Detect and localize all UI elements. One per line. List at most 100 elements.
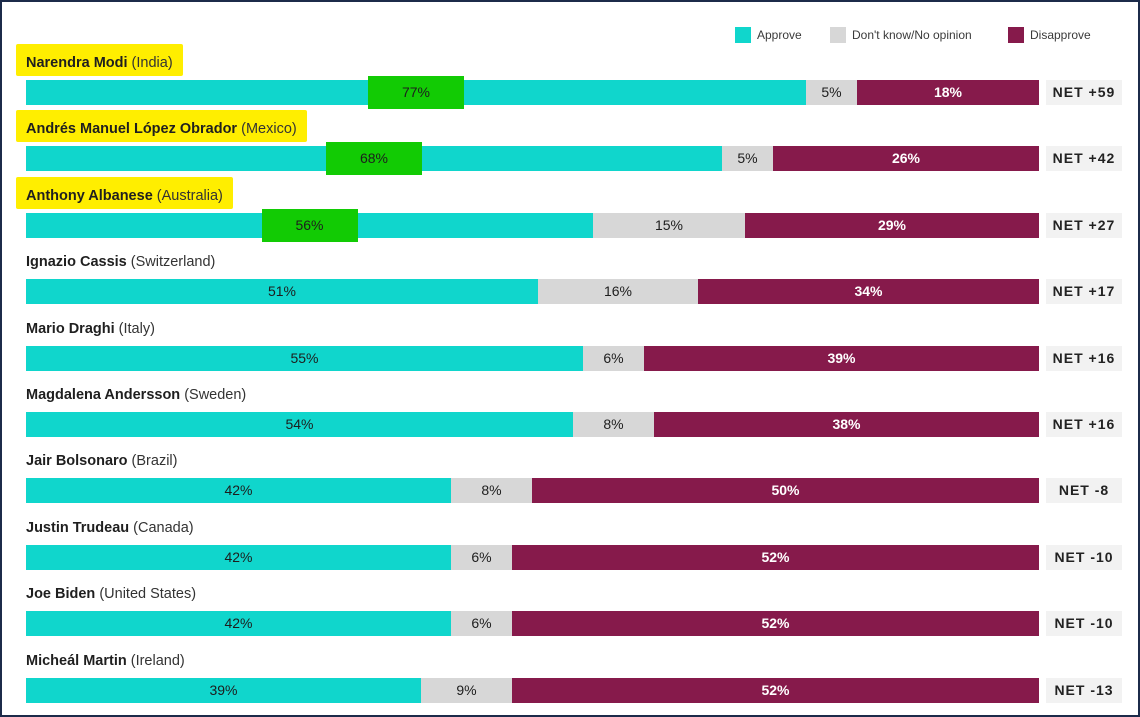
bar-label-disapprove: 18% [933,84,963,100]
leader-country: (Ireland) [126,652,185,669]
bar-segment-disapprove [654,412,1039,437]
bar-label-dont-know: 8% [481,482,502,499]
leader-label: Andrés Manuel López Obrador (Mexico) [26,119,297,139]
bar-segment-dont-know [593,212,745,238]
stacked-bar: 42% 8% 50% [26,478,1039,504]
bar-label-approve: 42% [224,548,253,565]
bar-label-disapprove: 50% [771,482,800,499]
bar-segment-approve [26,544,451,570]
leader-label: Magdalena Andersson (Sweden) [26,385,246,405]
bar-label-disapprove: 52% [761,548,790,565]
bar-label-disapprove: 38% [832,416,861,432]
leader-label: Micheál Martin (Ireland) [26,651,185,671]
bar-label-disapprove: 34% [854,283,883,300]
leader-country: (United States) [95,586,197,603]
leader-name: Ignazio Cassis [26,254,127,271]
leader-label: Mario Draghi (Italy) [26,319,155,339]
stacked-bar: 55% 6% 39% [26,345,1039,371]
bar-segment-dont-know [806,80,857,105]
leader-name: Joe Biden [26,586,96,603]
value-highlight-marker [326,142,422,176]
net-score: NET +27 [1046,212,1122,238]
bar-label-approve: 51% [267,283,297,300]
bar-segment-disapprove [773,146,1039,172]
leader-label: Anthony Albanese (Australia) [26,186,223,206]
net-score: NET -10 [1046,611,1122,637]
bar-segment-dont-know [421,677,512,703]
stacked-bar: 51% 16% 34% [26,279,1039,305]
bar-segment-disapprove [532,478,1039,504]
bar-segment-dont-know [722,146,773,172]
name-highlight-marker [16,44,183,76]
bar-segment-dont-know [451,611,512,637]
bar-label-dont-know: 9% [456,681,477,698]
leader-country: (Canada) [129,519,194,536]
value-highlight-marker [261,208,358,242]
stacked-bar: 54% 8% 38% [26,412,1039,437]
bar-label-dont-know: 6% [603,349,624,366]
leader-label: Joe Biden (United States) [26,584,196,604]
bar-label-disapprove: 39% [827,349,856,366]
bar-label-approve: 42% [224,482,253,499]
bar-segment-disapprove [512,544,1039,570]
bar-label-approve: 39% [209,681,238,698]
bar-label-dont-know: 8% [603,416,624,432]
bar-label-approve: 54% [285,416,314,432]
stacked-bar: 56% 15% 29% [26,208,1039,242]
legend-label-approve: Approve [757,28,802,42]
stacked-bar: 42% 6% 52% [26,611,1039,637]
bar-label-approve: 77% [401,84,431,100]
bar-label-disapprove: 26% [891,150,921,167]
net-score: NET +16 [1046,345,1122,371]
leader-name: Andrés Manuel López Obrador [26,121,238,138]
stacked-bar: 39% 9% 52% [26,677,1039,703]
bar-segment-approve [26,345,583,371]
bar-segment-approve [26,611,451,637]
leader-country: (Italy) [114,320,155,337]
stacked-bar: 77% 5% 18% [26,76,1039,109]
bar-label-disapprove: 29% [877,216,907,233]
leader-name: Jair Bolsonaro [26,453,128,470]
bar-label-approve: 55% [290,349,319,366]
net-score: NET +42 [1046,146,1122,172]
net-score: NET -13 [1046,677,1122,703]
leader-name: Micheál Martin [26,652,127,669]
leader-name: Mario Draghi [26,320,115,337]
net-score: NET +16 [1046,412,1122,437]
net-score: NET +17 [1046,279,1122,305]
leader-country: (Switzerland) [126,254,216,271]
bar-label-dont-know: 6% [471,548,492,565]
bar-segment-approve [26,478,451,504]
net-score: NET -10 [1046,544,1122,570]
leader-label: Justin Trudeau (Canada) [26,518,194,538]
bar-label-disapprove: 52% [761,681,790,698]
leader-country: (India) [127,55,173,71]
stacked-bar: 42% 6% 52% [26,544,1039,570]
bar-segment-approve [26,412,573,437]
bar-label-approve: 42% [224,615,253,632]
bar-label-approve: 56% [295,216,324,233]
name-highlight-marker [16,110,307,143]
bar-segment-dont-know [451,478,532,504]
leader-country: (Sweden) [180,387,247,403]
bar-segment-disapprove [512,611,1039,637]
value-highlight-marker [368,76,464,109]
name-highlight-marker [16,176,233,209]
bar-label-dont-know: 5% [821,84,842,100]
bar-segment-disapprove [745,212,1039,238]
bar-label-approve: 68% [359,150,389,167]
leader-label: Jair Bolsonaro (Brazil) [26,451,177,471]
bar-segment-disapprove [698,279,1039,305]
bar-segment-dont-know [583,345,644,371]
legend-swatch-approve [735,27,751,43]
leader-name: Anthony Albanese [26,187,153,204]
leader-name: Narendra Modi [26,55,128,71]
bar-label-dont-know: 16% [603,283,633,300]
net-score: NET -8 [1046,478,1122,504]
leader-name: Magdalena Andersson [26,387,181,403]
bar-segment-approve [26,677,421,703]
bar-segment-dont-know [573,412,654,437]
bar-label-disapprove: 52% [761,615,790,632]
leader-label: Ignazio Cassis (Switzerland) [26,252,215,272]
